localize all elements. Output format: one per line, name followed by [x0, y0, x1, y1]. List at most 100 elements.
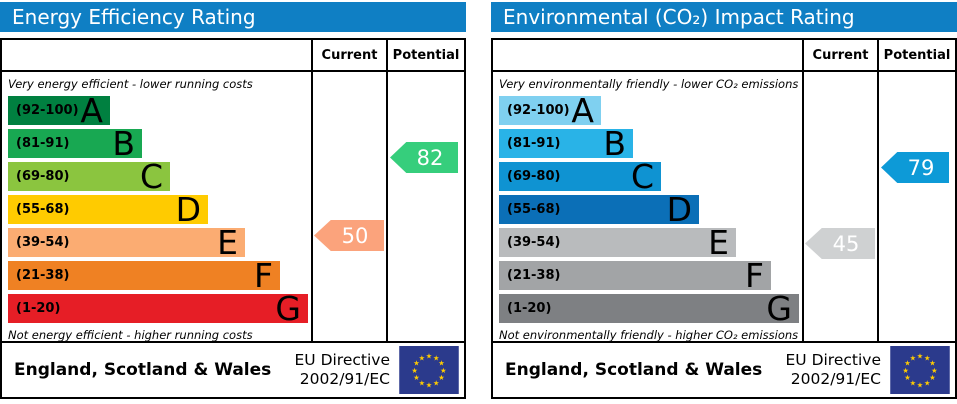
band-letter: B: [603, 124, 626, 163]
region-label: England, Scotland & Wales: [14, 360, 272, 380]
current-rating-arrow: 50: [314, 220, 384, 251]
svg-text:★: ★: [438, 359, 444, 368]
band-row-d: (55-68) D: [8, 190, 311, 229]
potential-column: 82: [386, 72, 464, 341]
potential-column-header: Potential: [386, 40, 464, 70]
header-spacer: [493, 40, 802, 70]
band-letter: D: [666, 190, 692, 229]
band-letter: G: [766, 289, 792, 328]
svg-text:★: ★: [438, 373, 444, 382]
band-row-d: (55-68) D: [499, 190, 802, 229]
band-range: (1-20): [16, 301, 61, 316]
header-spacer: [2, 40, 311, 70]
svg-text:★: ★: [902, 366, 908, 375]
environmental-impact-title: Environmental (CO₂) Impact Rating: [491, 2, 957, 32]
svg-text:★: ★: [411, 366, 417, 375]
top-note: Very environmentally friendly - lower CO…: [499, 77, 799, 91]
svg-text:★: ★: [440, 366, 446, 375]
current-rating-arrow: 45: [805, 228, 875, 259]
band-f: (21-38) F: [8, 256, 280, 295]
potential-column-header: Potential: [877, 40, 955, 70]
band-range: (21-38): [507, 268, 561, 283]
region-label: England, Scotland & Wales: [505, 360, 763, 380]
rating-bands-column: Very energy efficient - lower running co…: [2, 72, 311, 341]
band-c: (69-80) C: [499, 157, 661, 196]
svg-text:★: ★: [419, 353, 425, 362]
band-e: (39-54) E: [499, 223, 736, 262]
band-row-g: (1-20) G: [8, 292, 311, 325]
band-letter: C: [630, 157, 654, 196]
svg-text:★: ★: [924, 378, 930, 387]
potential-rating-value: 79: [907, 155, 935, 180]
current-column: 45: [802, 72, 877, 341]
svg-text:★: ★: [910, 353, 916, 362]
band-f: (21-38) F: [499, 256, 771, 295]
svg-text:★: ★: [413, 373, 419, 382]
svg-text:★: ★: [419, 378, 425, 387]
current-rating-value: 50: [341, 223, 369, 248]
bottom-note: Not energy efficient - higher running co…: [8, 328, 253, 341]
current-column: 50: [311, 72, 386, 341]
eu-directive-label: EU Directive 2002/91/EC: [295, 351, 391, 389]
svg-text:★: ★: [413, 359, 419, 368]
energy-efficiency-title: Energy Efficiency Rating: [0, 2, 466, 32]
eu-directive-label: EU Directive 2002/91/EC: [786, 351, 882, 389]
energy-efficiency-table: Current Potential Very energy efficient …: [0, 38, 466, 399]
rating-bands-column: Very environmentally friendly - lower CO…: [493, 72, 802, 341]
svg-text:★: ★: [929, 373, 935, 382]
band-b: (81-91) B: [499, 124, 633, 163]
eu-directive-line1: EU Directive: [294, 351, 391, 370]
band-g: (1-20) G: [8, 292, 308, 325]
band-row-b: (81-91) B: [499, 124, 802, 163]
band-c: (69-80) C: [8, 157, 170, 196]
current-column-header: Current: [311, 40, 386, 70]
environmental-impact-panel: Environmental (CO₂) Impact Rating Curren…: [491, 2, 957, 399]
rating-scale-body: Very energy efficient - lower running co…: [2, 72, 464, 341]
band-range: (1-20): [507, 301, 552, 316]
svg-text:★: ★: [910, 378, 916, 387]
band-b: (81-91) B: [8, 127, 142, 160]
band-letter: E: [217, 223, 238, 262]
svg-text:★: ★: [433, 353, 439, 362]
band-range: (69-80): [16, 169, 70, 184]
svg-text:★: ★: [904, 373, 910, 382]
current-column-header: Current: [802, 40, 877, 70]
band-letter: A: [571, 91, 594, 130]
bottom-note: Not environmentally friendly - higher CO…: [499, 328, 799, 341]
svg-text:★: ★: [917, 351, 923, 360]
potential-rating-value: 82: [416, 145, 444, 170]
band-letter: F: [254, 256, 273, 295]
band-row-f: (21-38) F: [499, 256, 802, 295]
band-row-b: (81-91) B: [8, 127, 311, 160]
top-note: Very energy efficient - lower running co…: [8, 77, 253, 91]
footer-row: England, Scotland & Wales EU Directive 2…: [493, 341, 955, 397]
svg-text:★: ★: [929, 359, 935, 368]
band-letter: D: [175, 190, 201, 229]
energy-efficiency-panel: Energy Efficiency Rating Current Potenti…: [0, 2, 466, 399]
band-range: (55-68): [507, 202, 561, 217]
band-range: (39-54): [16, 235, 70, 250]
band-row-e: (39-54) E: [8, 223, 311, 262]
band-letter: C: [139, 157, 163, 196]
svg-text:★: ★: [917, 380, 923, 389]
band-range: (81-91): [507, 136, 561, 151]
current-rating-value: 45: [832, 231, 860, 256]
band-range: (92-100): [16, 103, 79, 118]
band-range: (39-54): [507, 235, 561, 250]
band-row-f: (21-38) F: [8, 256, 311, 295]
potential-rating-arrow: 79: [881, 152, 949, 183]
band-d: (55-68) D: [8, 190, 208, 229]
band-letter: F: [745, 256, 764, 295]
band-range: (92-100): [507, 103, 570, 118]
band-range: (55-68): [16, 202, 70, 217]
band-row-a: (92-100) A: [8, 94, 311, 127]
eu-flag-icon: ★ ★★ ★★★ ★★★ ★★★: [890, 346, 950, 394]
environmental-impact-table: Current Potential Very environmentally f…: [491, 38, 957, 399]
band-row-c: (69-80) C: [8, 157, 311, 196]
band-e: (39-54) E: [8, 223, 245, 262]
band-row-c: (69-80) C: [499, 157, 802, 196]
band-row-g: (1-20) G: [499, 289, 802, 328]
band-letter: E: [708, 223, 729, 262]
eu-directive-line1: EU Directive: [785, 351, 882, 370]
